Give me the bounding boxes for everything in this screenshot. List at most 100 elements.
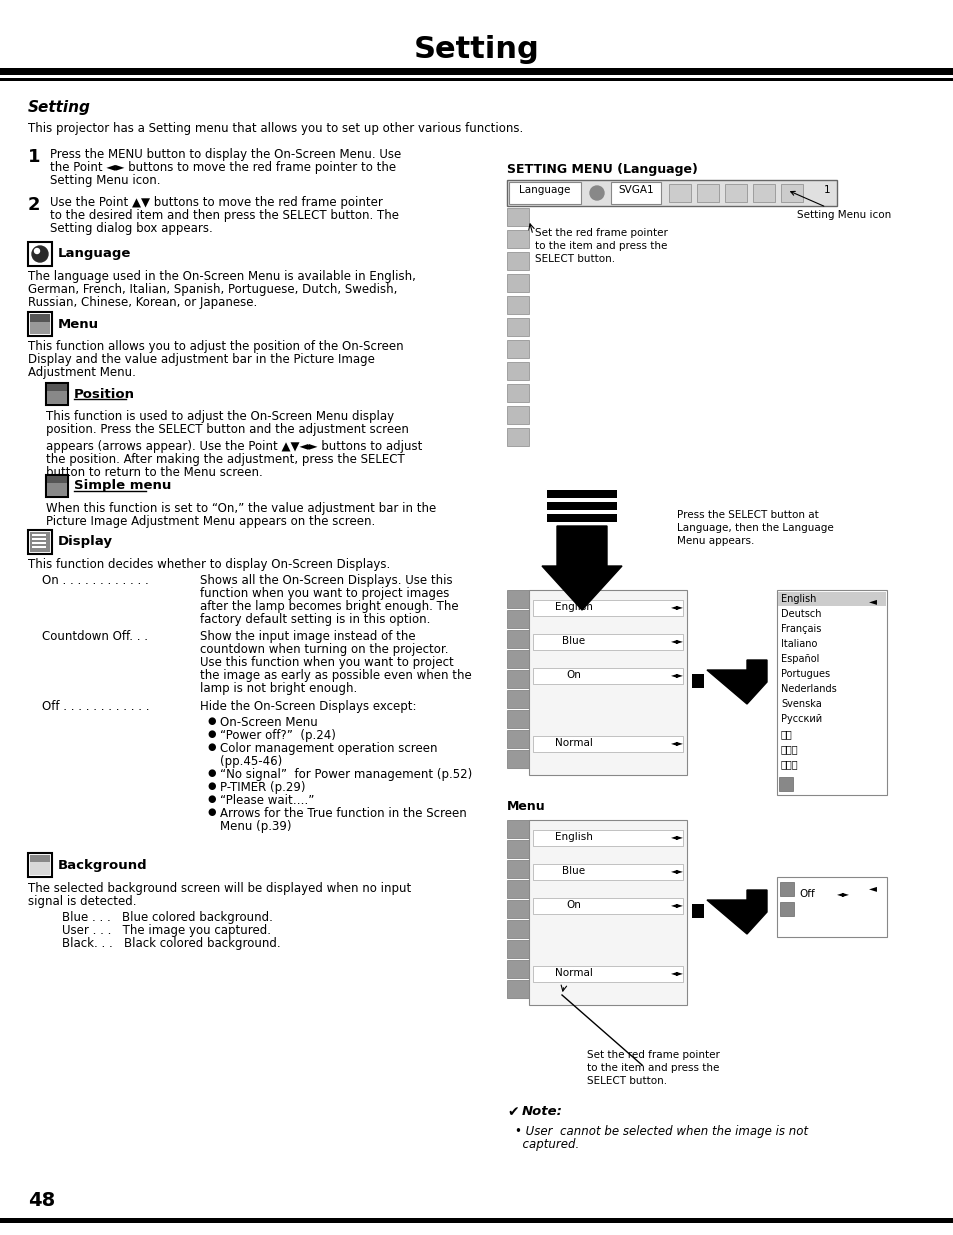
Bar: [28, 312, 52, 336]
Text: ●: ●: [207, 742, 215, 752]
Bar: [30, 314, 50, 322]
Text: 48: 48: [28, 1191, 55, 1210]
Bar: [780, 902, 793, 916]
Text: Set the red frame pointer: Set the red frame pointer: [586, 1050, 720, 1060]
Text: “No signal”  for Power management (p.52): “No signal” for Power management (p.52): [220, 768, 472, 781]
Bar: [47, 475, 67, 483]
Bar: [778, 592, 885, 606]
Text: Press the MENU button to display the On-Screen Menu. Use: Press the MENU button to display the On-…: [50, 148, 401, 161]
Text: The selected background screen will be displayed when no input: The selected background screen will be d…: [28, 882, 411, 895]
Bar: [506, 881, 529, 898]
Bar: [506, 406, 529, 424]
Bar: [506, 981, 529, 998]
Bar: [506, 296, 529, 314]
Text: This projector has a Setting menu that allows you to set up other various functi: This projector has a Setting menu that a…: [28, 122, 522, 135]
Circle shape: [32, 246, 48, 262]
Text: Off . . . . . . . . . . . .: Off . . . . . . . . . . . .: [42, 700, 150, 713]
Text: On-Screen Menu: On-Screen Menu: [220, 716, 317, 729]
Bar: [506, 384, 529, 403]
Text: function when you want to project images: function when you want to project images: [200, 587, 449, 600]
Bar: [506, 340, 529, 358]
Text: On . . . . . . . . . . . .: On . . . . . . . . . . . .: [42, 574, 149, 587]
Polygon shape: [541, 526, 621, 610]
Text: 1: 1: [28, 148, 40, 165]
Text: Menu: Menu: [506, 800, 545, 813]
Bar: [610, 182, 660, 204]
Bar: [506, 230, 529, 248]
Bar: [506, 650, 529, 668]
Text: ✔: ✔: [506, 1105, 518, 1119]
Bar: [506, 207, 529, 226]
Text: Deutsch: Deutsch: [781, 609, 821, 619]
Bar: [779, 777, 792, 790]
Circle shape: [34, 248, 39, 253]
Text: the position. After making the adjustment, press the SELECT: the position. After making the adjustmen…: [46, 453, 404, 466]
Bar: [0, 68, 953, 75]
Text: ◄►: ◄►: [670, 601, 683, 611]
Bar: [506, 960, 529, 978]
Text: 한국어: 한국어: [781, 743, 798, 755]
Text: 2: 2: [28, 196, 40, 214]
Text: ●: ●: [207, 716, 215, 726]
Text: The language used in the On-Screen Menu is available in English,: The language used in the On-Screen Menu …: [28, 270, 416, 283]
Text: Adjustment Menu.: Adjustment Menu.: [28, 366, 135, 379]
Bar: [47, 475, 67, 496]
Text: ●: ●: [207, 794, 215, 804]
Text: Blue . . .   Blue colored background.: Blue . . . Blue colored background.: [62, 911, 273, 924]
Text: Russian, Chinese, Korean, or Japanese.: Russian, Chinese, Korean, or Japanese.: [28, 296, 257, 309]
Text: Blue: Blue: [562, 866, 585, 876]
Text: ◄: ◄: [868, 597, 876, 606]
Text: Language: Language: [518, 185, 570, 195]
Text: ●: ●: [207, 806, 215, 818]
Bar: [533, 830, 682, 846]
Bar: [506, 180, 836, 206]
Bar: [697, 184, 719, 203]
Bar: [28, 242, 52, 266]
Text: Menu appears.: Menu appears.: [677, 536, 754, 546]
Text: Nederlands: Nederlands: [781, 684, 836, 694]
Bar: [781, 184, 802, 203]
Bar: [780, 882, 793, 897]
Text: ◄: ◄: [868, 883, 876, 893]
Bar: [506, 920, 529, 939]
Text: Black. . .   Black colored background.: Black. . . Black colored background.: [62, 937, 280, 950]
Bar: [533, 600, 682, 616]
Text: Language, then the Language: Language, then the Language: [677, 522, 833, 534]
Text: Display and the value adjustment bar in the Picture Image: Display and the value adjustment bar in …: [28, 353, 375, 366]
Text: Setting Menu icon.: Setting Menu icon.: [50, 174, 160, 186]
Text: to the desired item and then press the SELECT button. The: to the desired item and then press the S…: [50, 209, 398, 222]
Text: Countdown Off. . .: Countdown Off. . .: [42, 630, 148, 643]
Bar: [533, 898, 682, 914]
Text: ●: ●: [207, 729, 215, 739]
Bar: [509, 182, 580, 204]
Bar: [668, 184, 690, 203]
Text: SETTING MENU (Language): SETTING MENU (Language): [506, 163, 698, 177]
Text: Setting: Setting: [414, 36, 539, 64]
Bar: [529, 820, 686, 1005]
Text: Display: Display: [58, 536, 112, 548]
Text: SVGA1: SVGA1: [618, 185, 653, 195]
Text: 中文: 中文: [781, 729, 792, 739]
Text: ◄►: ◄►: [670, 739, 683, 747]
Text: Show the input image instead of the: Show the input image instead of the: [200, 630, 416, 643]
Bar: [506, 820, 529, 839]
Text: This function allows you to adjust the position of the On-Screen: This function allows you to adjust the p…: [28, 340, 403, 353]
Text: Menu: Menu: [58, 317, 99, 331]
Bar: [776, 877, 886, 937]
Bar: [691, 904, 703, 918]
Bar: [506, 317, 529, 336]
Bar: [506, 252, 529, 270]
Bar: [506, 274, 529, 291]
Text: Setting dialog box appears.: Setting dialog box appears.: [50, 222, 213, 235]
Bar: [506, 750, 529, 768]
Text: Use this function when you want to project: Use this function when you want to proje…: [200, 656, 454, 669]
Text: • User  cannot be selected when the image is not: • User cannot be selected when the image…: [515, 1125, 807, 1137]
Text: Hide the On-Screen Displays except:: Hide the On-Screen Displays except:: [200, 700, 416, 713]
Text: When this function is set to “On,” the value adjustment bar in the: When this function is set to “On,” the v…: [46, 501, 436, 515]
Text: appears (arrows appear). Use the Point ▲▼◄► buttons to adjust: appears (arrows appear). Use the Point ▲…: [46, 440, 422, 453]
Text: Color management operation screen: Color management operation screen: [220, 742, 437, 755]
Text: Set the red frame pointer: Set the red frame pointer: [535, 228, 667, 238]
Text: P-TIMER (p.29): P-TIMER (p.29): [220, 781, 305, 794]
Bar: [30, 532, 50, 552]
Bar: [533, 668, 682, 684]
